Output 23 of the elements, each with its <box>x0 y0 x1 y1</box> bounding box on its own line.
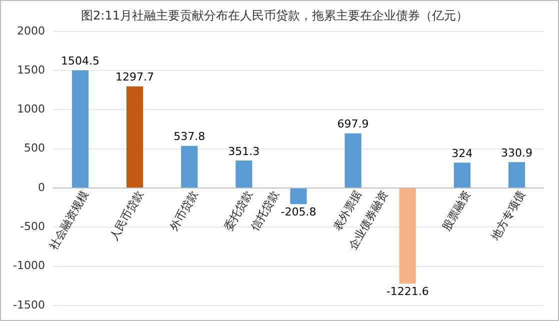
chart-title: 图2:11月社融主要贡献分布在人民币贷款，拖累主要在企业债券（亿元） <box>81 8 468 22</box>
data-label: 351.3 <box>228 144 260 158</box>
y-tick-label: 2000 <box>16 24 45 38</box>
x-tick-label: 地方专项债 <box>488 188 528 244</box>
y-tick-label: -1500 <box>12 298 45 312</box>
y-tick-label: 0 <box>38 180 45 194</box>
y-tick-label: -1000 <box>12 259 45 272</box>
data-label: 324 <box>452 146 473 160</box>
y-tick-label: -500 <box>20 220 45 233</box>
data-label: -205.8 <box>280 205 316 218</box>
data-label: 1297.7 <box>116 70 154 84</box>
x-tick-label: 社会融资规模 <box>47 188 92 252</box>
data-label: 1504.5 <box>60 54 100 68</box>
y-tick-label: 500 <box>24 142 45 155</box>
y-tick-label: 1500 <box>16 63 45 76</box>
x-tick-label: 外币贷款 <box>167 188 200 234</box>
data-label: 537.8 <box>174 130 206 144</box>
x-tick-label: 股票融资 <box>440 188 474 234</box>
data-label: 330.9 <box>500 146 532 160</box>
data-label: -1221.6 <box>386 284 429 298</box>
y-tick-label: 1000 <box>16 102 45 116</box>
data-label: 697.9 <box>337 118 369 131</box>
x-tick-label: 人民币贷款 <box>107 188 146 243</box>
